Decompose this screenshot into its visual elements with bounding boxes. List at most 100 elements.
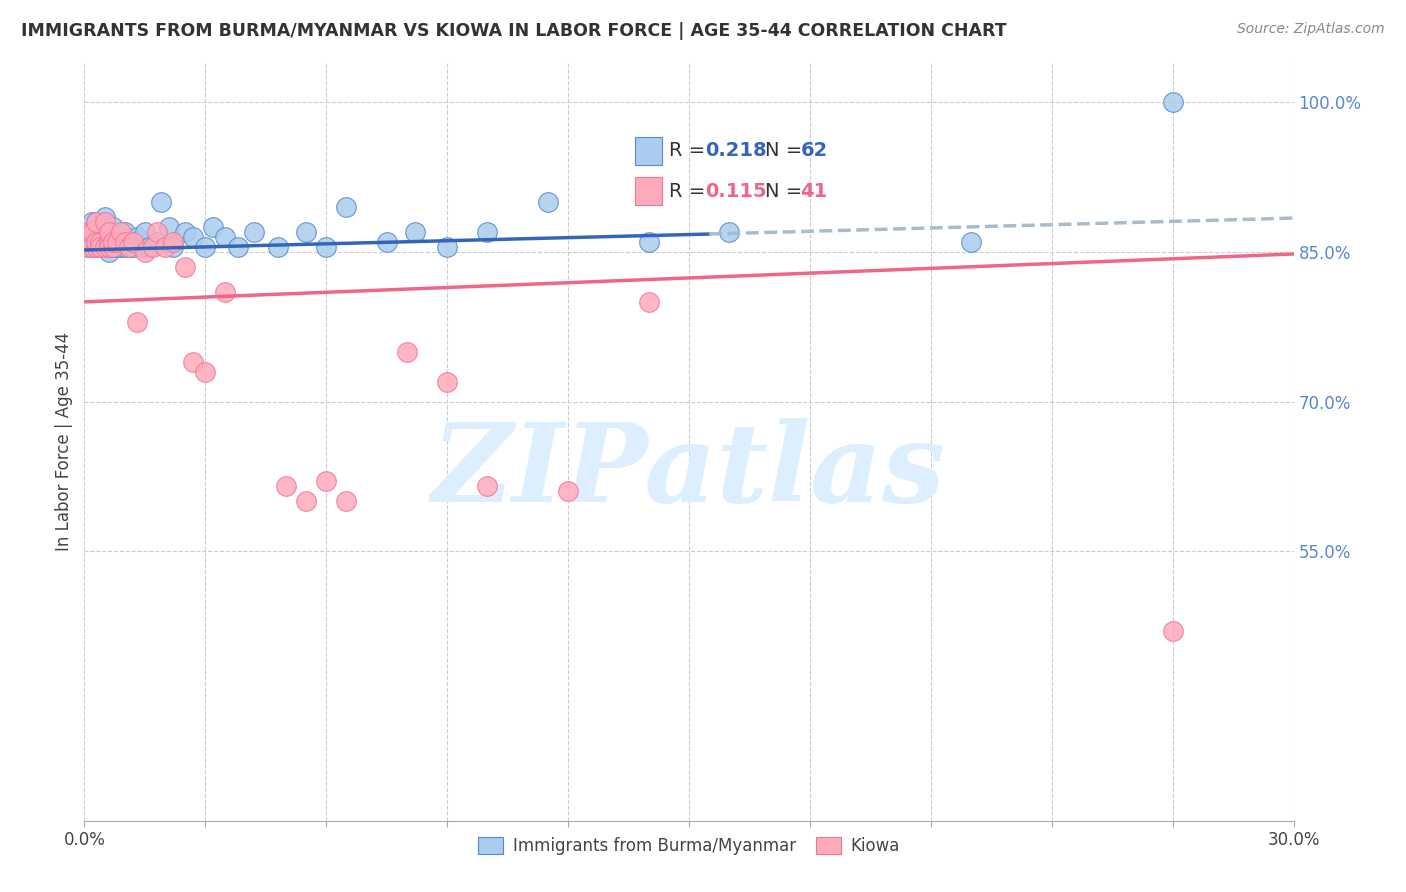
Point xyxy=(134,244,156,259)
Point xyxy=(105,240,128,254)
Point xyxy=(960,235,983,249)
Point xyxy=(129,240,152,254)
Text: Source: ZipAtlas.com: Source: ZipAtlas.com xyxy=(1237,22,1385,37)
Point xyxy=(82,225,104,239)
Point xyxy=(110,225,132,239)
Point xyxy=(146,225,169,239)
Point xyxy=(82,240,104,254)
Point xyxy=(477,479,499,493)
Point xyxy=(118,240,141,254)
Point xyxy=(97,230,120,244)
Point xyxy=(101,235,124,249)
Point xyxy=(101,220,124,235)
Text: IMMIGRANTS FROM BURMA/MYANMAR VS KIOWA IN LABOR FORCE | AGE 35-44 CORRELATION CH: IMMIGRANTS FROM BURMA/MYANMAR VS KIOWA I… xyxy=(21,22,1007,40)
Point xyxy=(375,235,398,249)
Point xyxy=(118,235,141,249)
Point xyxy=(77,240,100,254)
Point xyxy=(162,240,184,254)
Text: 0.115: 0.115 xyxy=(704,182,766,201)
Point xyxy=(242,225,264,239)
Y-axis label: In Labor Force | Age 35-44: In Labor Force | Age 35-44 xyxy=(55,332,73,551)
Point xyxy=(110,230,132,244)
Point xyxy=(226,240,249,254)
Point xyxy=(105,235,128,249)
Point xyxy=(1161,95,1184,110)
Point xyxy=(93,230,115,244)
Point xyxy=(557,484,579,499)
Point xyxy=(101,240,124,254)
Point xyxy=(93,240,115,254)
Point xyxy=(97,225,120,239)
Point xyxy=(267,240,290,254)
Text: R =: R = xyxy=(669,182,711,201)
Point xyxy=(637,235,659,249)
Point xyxy=(77,225,100,239)
Point xyxy=(82,225,104,239)
Point xyxy=(202,220,225,235)
Point xyxy=(153,240,176,254)
Point xyxy=(101,240,124,254)
Point xyxy=(335,494,357,508)
Point xyxy=(477,225,499,239)
Point xyxy=(86,225,108,239)
Point xyxy=(335,200,357,214)
Point xyxy=(82,235,104,249)
Point xyxy=(93,215,115,229)
Point xyxy=(436,375,458,389)
Text: ZIPatlas: ZIPatlas xyxy=(432,418,946,525)
Point xyxy=(295,225,318,239)
Text: 41: 41 xyxy=(800,182,828,201)
FancyBboxPatch shape xyxy=(636,137,661,164)
Point xyxy=(89,230,111,244)
Point xyxy=(149,195,172,210)
Point xyxy=(142,240,165,254)
Point xyxy=(93,215,115,229)
Point xyxy=(404,225,426,239)
Text: N =: N = xyxy=(765,141,808,161)
Point xyxy=(86,215,108,229)
Point xyxy=(157,220,180,235)
Point xyxy=(194,240,217,254)
Point xyxy=(89,235,111,249)
Point xyxy=(93,225,115,239)
Point xyxy=(89,240,111,254)
Point xyxy=(93,210,115,224)
Point xyxy=(114,240,136,254)
Point xyxy=(77,240,100,254)
Point xyxy=(125,315,148,329)
Text: R =: R = xyxy=(669,141,711,161)
Point xyxy=(97,235,120,249)
Legend: Immigrants from Burma/Myanmar, Kiowa: Immigrants from Burma/Myanmar, Kiowa xyxy=(471,830,907,862)
Point xyxy=(89,220,111,235)
Point xyxy=(121,235,143,249)
Point xyxy=(97,225,120,239)
Point xyxy=(395,344,418,359)
Point xyxy=(86,235,108,249)
Point xyxy=(162,235,184,249)
Point xyxy=(295,494,318,508)
Point xyxy=(101,235,124,249)
Point xyxy=(315,240,337,254)
Point xyxy=(138,240,160,254)
Point xyxy=(174,260,197,274)
Point xyxy=(315,475,337,489)
Point xyxy=(97,244,120,259)
Point xyxy=(174,225,197,239)
Point xyxy=(637,294,659,309)
Point xyxy=(105,230,128,244)
Point xyxy=(194,365,217,379)
Point xyxy=(97,240,120,254)
Point xyxy=(114,235,136,249)
Point xyxy=(86,215,108,229)
Point xyxy=(110,240,132,254)
Point xyxy=(82,215,104,229)
Point xyxy=(77,225,100,239)
Point xyxy=(146,235,169,249)
Point xyxy=(181,230,204,244)
Point xyxy=(214,230,236,244)
Point xyxy=(86,240,108,254)
FancyBboxPatch shape xyxy=(636,178,661,205)
Point xyxy=(86,235,108,249)
Point xyxy=(134,225,156,239)
Point xyxy=(214,285,236,299)
